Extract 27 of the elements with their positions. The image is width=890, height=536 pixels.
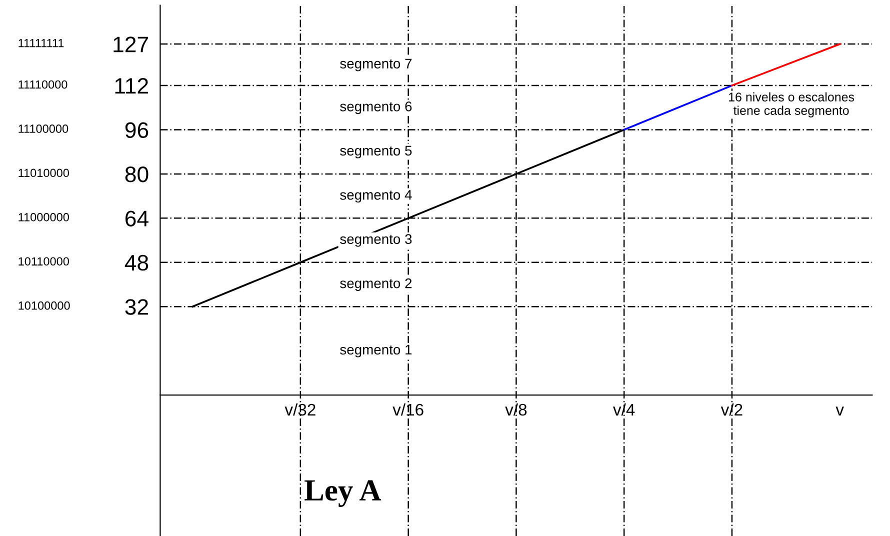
y-tick-label: 96 xyxy=(125,122,148,138)
annotation: segmento 4 xyxy=(340,190,412,203)
annotation: segmento 6 xyxy=(340,102,412,114)
text: 10100000 xyxy=(18,301,70,310)
y-tick-label: 127 xyxy=(114,36,148,52)
x-tick-label: v/16 xyxy=(392,403,424,416)
text: 11000000 xyxy=(18,212,69,222)
x-tick-label: v/8 xyxy=(505,403,527,416)
annotation: segmento 7 xyxy=(340,58,412,72)
x-tick-label: v/32 xyxy=(284,403,316,416)
y-tick-label: 32 xyxy=(125,299,148,315)
y-tick-label: 80 xyxy=(125,166,148,182)
annotation: segmento 1 xyxy=(340,344,412,358)
text: 11100000 xyxy=(18,124,68,133)
annotation: segmento 5 xyxy=(340,146,412,158)
y-tick-label: 64 xyxy=(126,210,148,226)
y-tick-label: 48 xyxy=(124,254,148,271)
annotation: 16 niveles o escalones tiene cada segmento xyxy=(729,92,854,118)
text: 11010000 xyxy=(18,168,69,178)
text: Ley A xyxy=(304,480,382,507)
y-tick-label: 112 xyxy=(115,78,148,94)
annotation: segmento 2 xyxy=(340,278,412,291)
text: 10110000 xyxy=(18,257,69,266)
x-tick-label: v xyxy=(836,406,844,416)
text: 11110000 xyxy=(18,80,68,89)
text: 11111111 xyxy=(18,38,64,48)
annotation: segmento 3 xyxy=(340,234,412,247)
